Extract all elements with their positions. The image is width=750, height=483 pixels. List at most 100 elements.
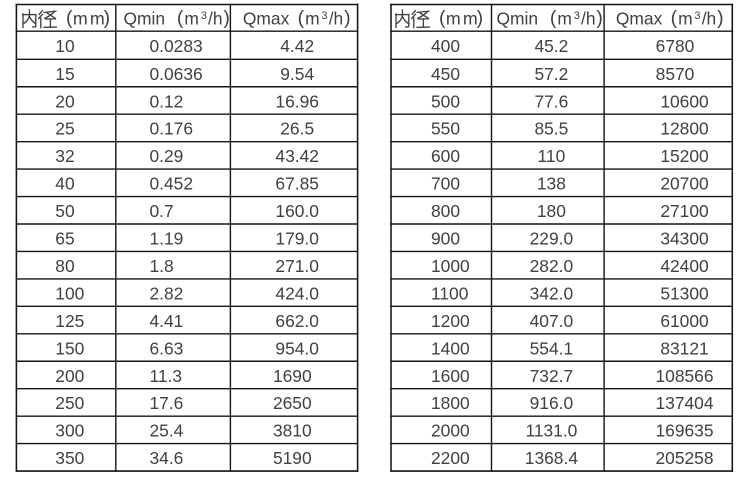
svg-text:34300: 34300	[660, 229, 708, 249]
svg-text:12800: 12800	[660, 119, 708, 139]
svg-text:10600: 10600	[660, 91, 708, 111]
svg-text:m: m	[184, 8, 199, 28]
svg-text:/h: /h	[581, 8, 596, 28]
svg-text:138: 138	[537, 174, 566, 194]
svg-text:3: 3	[201, 10, 207, 22]
svg-text:20700: 20700	[660, 174, 708, 194]
svg-text:205258: 205258	[655, 448, 713, 468]
svg-text:3810: 3810	[273, 421, 312, 441]
svg-text:1000: 1000	[431, 256, 470, 276]
svg-text:): )	[596, 7, 603, 29]
svg-text:282.0: 282.0	[530, 256, 574, 276]
svg-text:200: 200	[55, 366, 84, 386]
svg-text:1200: 1200	[431, 311, 470, 331]
svg-text:4.41: 4.41	[150, 311, 184, 331]
svg-text:17.6: 17.6	[150, 393, 184, 413]
svg-text:): )	[344, 7, 351, 29]
svg-text:271.0: 271.0	[275, 256, 319, 276]
svg-text:700: 700	[431, 174, 460, 194]
svg-text:342.0: 342.0	[530, 283, 574, 303]
svg-text:500: 500	[431, 91, 460, 111]
svg-text:800: 800	[431, 201, 460, 221]
svg-text:15200: 15200	[660, 146, 708, 166]
svg-text:(: (	[177, 7, 184, 29]
svg-text:1100: 1100	[431, 283, 468, 303]
svg-text:137404: 137404	[655, 393, 713, 413]
svg-text:229.0: 229.0	[530, 229, 574, 249]
svg-text:2.82: 2.82	[150, 283, 184, 303]
svg-text:150: 150	[55, 338, 84, 358]
svg-text:0.7: 0.7	[150, 201, 174, 221]
svg-text:26.5: 26.5	[280, 119, 314, 139]
svg-text:Qmin: Qmin	[124, 8, 166, 28]
svg-text:57.2: 57.2	[534, 64, 568, 84]
svg-text:110: 110	[538, 146, 566, 166]
svg-text:250: 250	[55, 393, 84, 413]
svg-text:400: 400	[431, 36, 460, 56]
svg-text:554.1: 554.1	[530, 338, 574, 358]
svg-text:2200: 2200	[431, 448, 470, 468]
svg-text:42400: 42400	[660, 256, 708, 276]
svg-text:125: 125	[55, 311, 84, 331]
svg-text:179.0: 179.0	[275, 229, 319, 249]
svg-text:1131.0: 1131.0	[525, 421, 577, 441]
svg-text:61000: 61000	[660, 311, 708, 331]
svg-text:424.0: 424.0	[275, 283, 319, 303]
svg-text:3: 3	[694, 10, 700, 22]
svg-text:25: 25	[55, 119, 74, 139]
svg-text:900: 900	[431, 229, 460, 249]
svg-text:(: (	[550, 7, 557, 29]
svg-text:): )	[104, 7, 111, 29]
svg-text:20: 20	[55, 91, 74, 111]
svg-text:27100: 27100	[660, 201, 708, 221]
svg-text:160.0: 160.0	[275, 201, 319, 221]
svg-text:5190: 5190	[273, 448, 312, 468]
svg-text:9.54: 9.54	[280, 64, 314, 84]
svg-text:43.42: 43.42	[275, 146, 319, 166]
svg-text:10: 10	[55, 36, 74, 56]
svg-text:600: 600	[431, 146, 460, 166]
svg-text:16.96: 16.96	[275, 91, 319, 111]
svg-text:300: 300	[55, 421, 84, 441]
svg-text:2650: 2650	[273, 393, 312, 413]
svg-text:0.176: 0.176	[150, 119, 194, 139]
svg-text:1400: 1400	[431, 338, 470, 358]
svg-text:Qmin: Qmin	[497, 8, 539, 28]
svg-text:45.2: 45.2	[534, 36, 568, 56]
svg-text:6.63: 6.63	[150, 338, 184, 358]
svg-text:(: (	[66, 7, 73, 29]
svg-text:85.5: 85.5	[534, 119, 568, 139]
svg-text:mm: mm	[446, 8, 480, 28]
svg-text:0.0283: 0.0283	[150, 36, 203, 56]
svg-text:1368.4: 1368.4	[525, 448, 579, 468]
svg-text:0.29: 0.29	[150, 146, 184, 166]
svg-text:): )	[223, 7, 230, 29]
svg-text:4.42: 4.42	[280, 36, 314, 56]
svg-text:): )	[477, 7, 484, 29]
svg-text:662.0: 662.0	[275, 311, 319, 331]
svg-text:350: 350	[55, 448, 84, 468]
svg-text:m: m	[557, 8, 572, 28]
svg-text:8570: 8570	[656, 64, 695, 84]
svg-text:1600: 1600	[431, 366, 470, 386]
svg-text:83121: 83121	[660, 338, 708, 358]
svg-text:(: (	[671, 7, 678, 29]
svg-text:/h: /h	[329, 8, 344, 28]
svg-text:Qmax: Qmax	[616, 8, 663, 28]
svg-text:1.8: 1.8	[150, 256, 174, 276]
svg-text:25.4: 25.4	[150, 421, 184, 441]
svg-text:(: (	[439, 7, 446, 29]
svg-text:Qmax: Qmax	[243, 8, 290, 28]
svg-text:mm: mm	[73, 8, 107, 28]
svg-text:550: 550	[431, 119, 460, 139]
svg-text:32: 32	[55, 146, 74, 166]
svg-text:1690: 1690	[273, 366, 312, 386]
svg-text:51300: 51300	[660, 283, 708, 303]
svg-text:6780: 6780	[656, 36, 695, 56]
svg-text:1800: 1800	[431, 393, 470, 413]
svg-text:m: m	[305, 8, 320, 28]
svg-text:80: 80	[55, 256, 74, 276]
svg-text:100: 100	[55, 283, 84, 303]
svg-text:2000: 2000	[431, 421, 470, 441]
svg-text:732.7: 732.7	[530, 366, 574, 386]
